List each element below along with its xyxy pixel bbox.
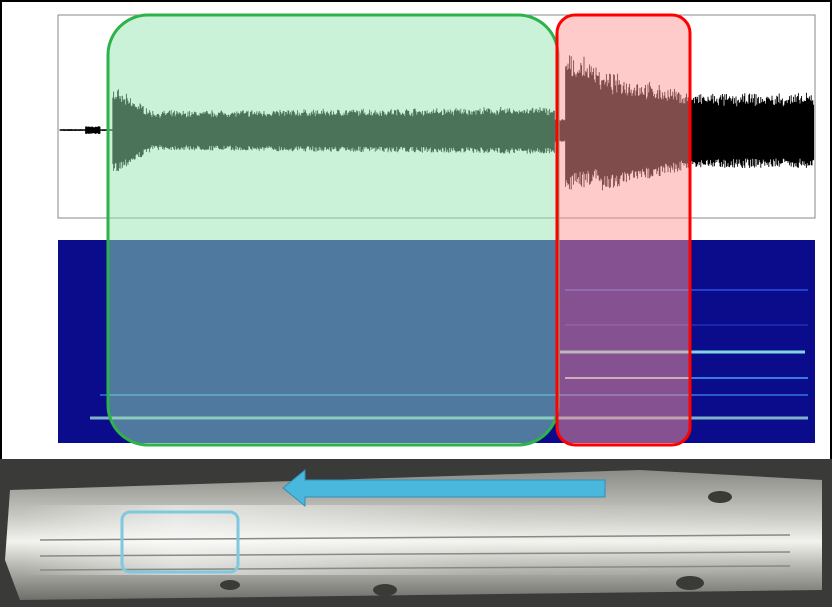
part-grooves: [39, 534, 791, 571]
green-region: [106, 13, 560, 447]
highlight-box: [120, 510, 240, 574]
part-holes: [220, 491, 732, 596]
red-region: [555, 13, 692, 447]
direction-arrow: [282, 468, 606, 508]
